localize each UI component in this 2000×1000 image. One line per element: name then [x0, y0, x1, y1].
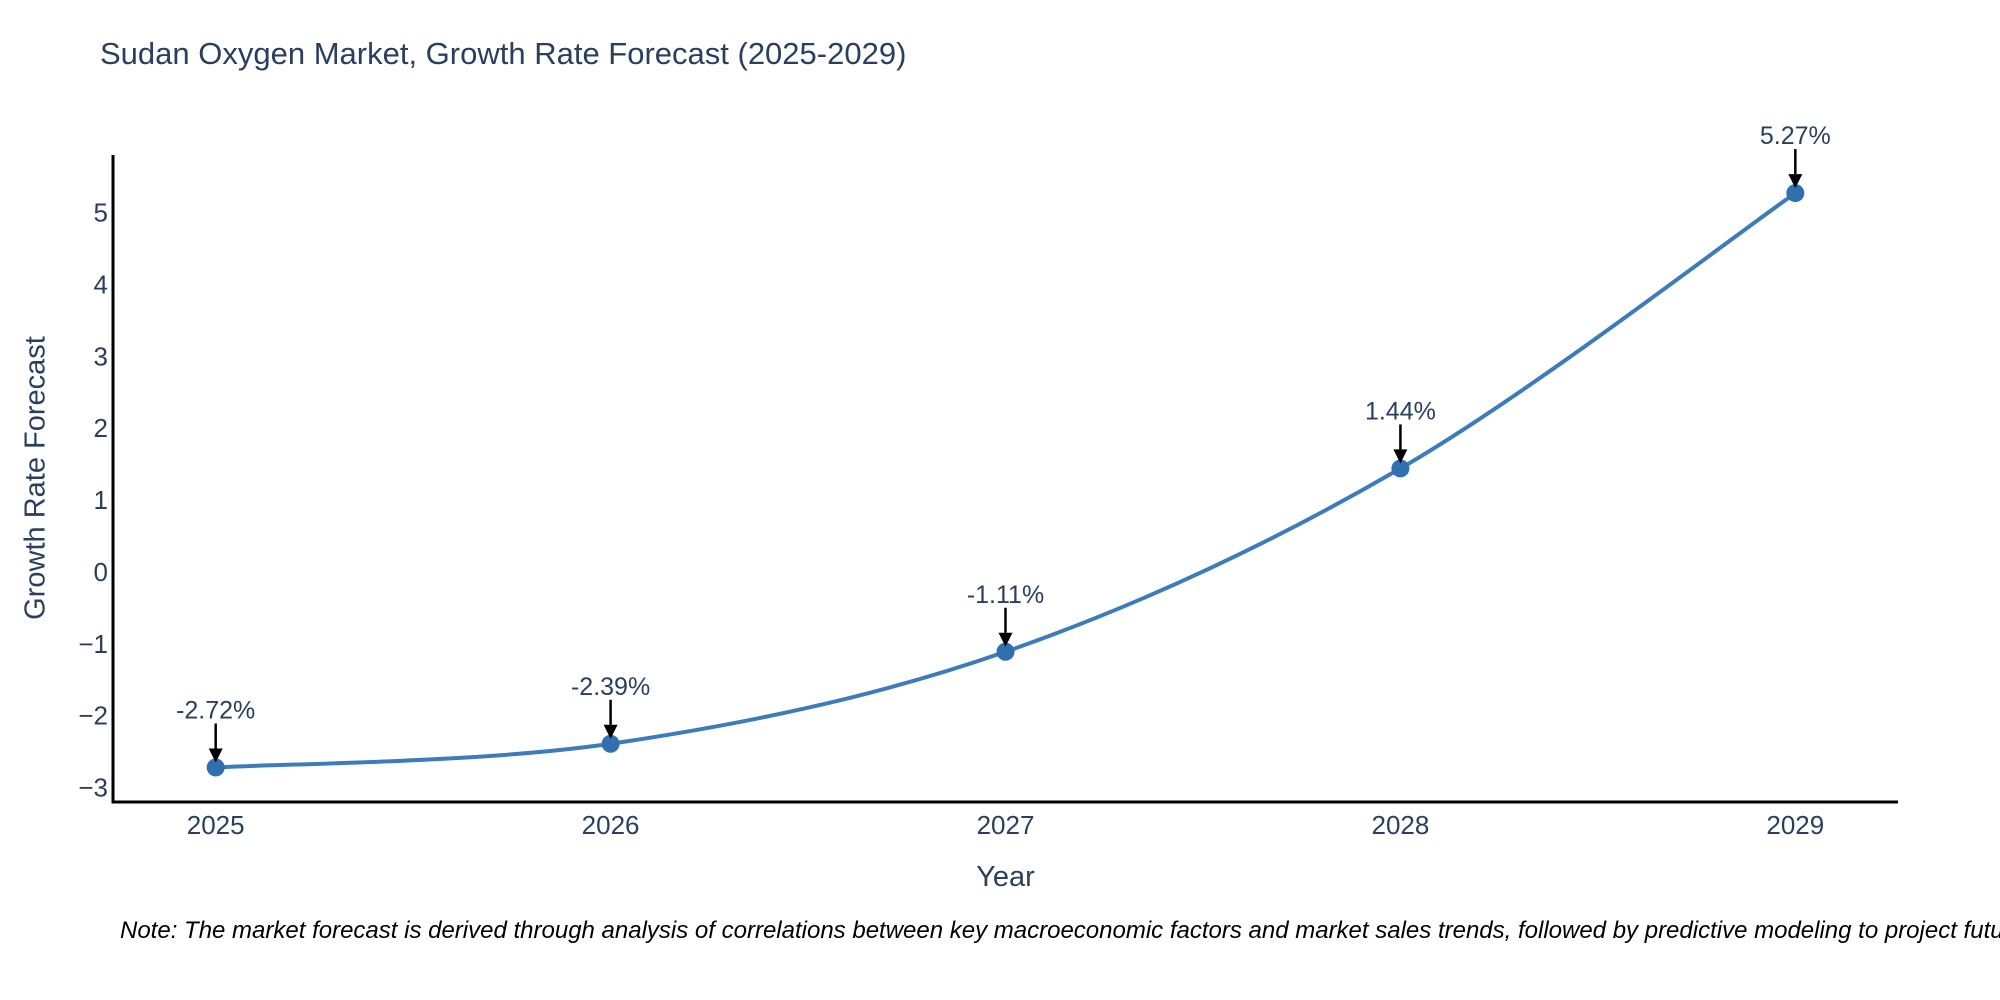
- data-point-marker[interactable]: [601, 734, 620, 753]
- annotation-arrowhead-icon: [1788, 174, 1803, 189]
- data-point-marker[interactable]: [1786, 184, 1805, 203]
- y-tick-label: −2: [78, 701, 108, 731]
- annotation-label: 1.44%: [1365, 397, 1436, 425]
- annotation-arrowhead-icon: [208, 748, 223, 763]
- annotation-label: -1.11%: [967, 581, 1044, 609]
- y-axis-title: Growth Rate Forecast: [19, 336, 52, 620]
- x-tick-label: 2026: [582, 810, 640, 840]
- x-tick-label: 2029: [1766, 810, 1824, 840]
- y-tick-label: 4: [94, 269, 108, 299]
- x-axis-title: Year: [976, 861, 1035, 893]
- y-tick-label: −1: [78, 629, 108, 659]
- annotation-arrowhead-icon: [603, 724, 618, 739]
- x-tick-label: 2027: [977, 810, 1035, 840]
- x-tick-label: 2028: [1371, 810, 1429, 840]
- annotation-arrowhead-icon: [1393, 449, 1408, 464]
- y-tick-label: 2: [94, 413, 108, 443]
- y-tick-label: 3: [94, 341, 108, 371]
- footnote: Note: The market forecast is derived thr…: [120, 917, 2000, 944]
- annotation-label: 5.27%: [1760, 122, 1831, 150]
- y-tick-label: 1: [94, 485, 108, 515]
- y-tick-label: 5: [94, 198, 108, 228]
- y-tick-label: 0: [94, 557, 108, 587]
- data-point-marker[interactable]: [206, 758, 225, 777]
- data-point-marker[interactable]: [996, 642, 1015, 661]
- annotation-arrowhead-icon: [998, 632, 1013, 647]
- y-tick-label: −3: [78, 773, 108, 803]
- chart-title: Sudan Oxygen Market, Growth Rate Forecas…: [100, 36, 907, 71]
- annotation-label: -2.39%: [571, 673, 650, 701]
- series-line: [213, 191, 1798, 770]
- x-tick-label: 2025: [187, 810, 245, 840]
- annotation-label: -2.72%: [176, 696, 255, 724]
- data-point-marker[interactable]: [1391, 459, 1410, 478]
